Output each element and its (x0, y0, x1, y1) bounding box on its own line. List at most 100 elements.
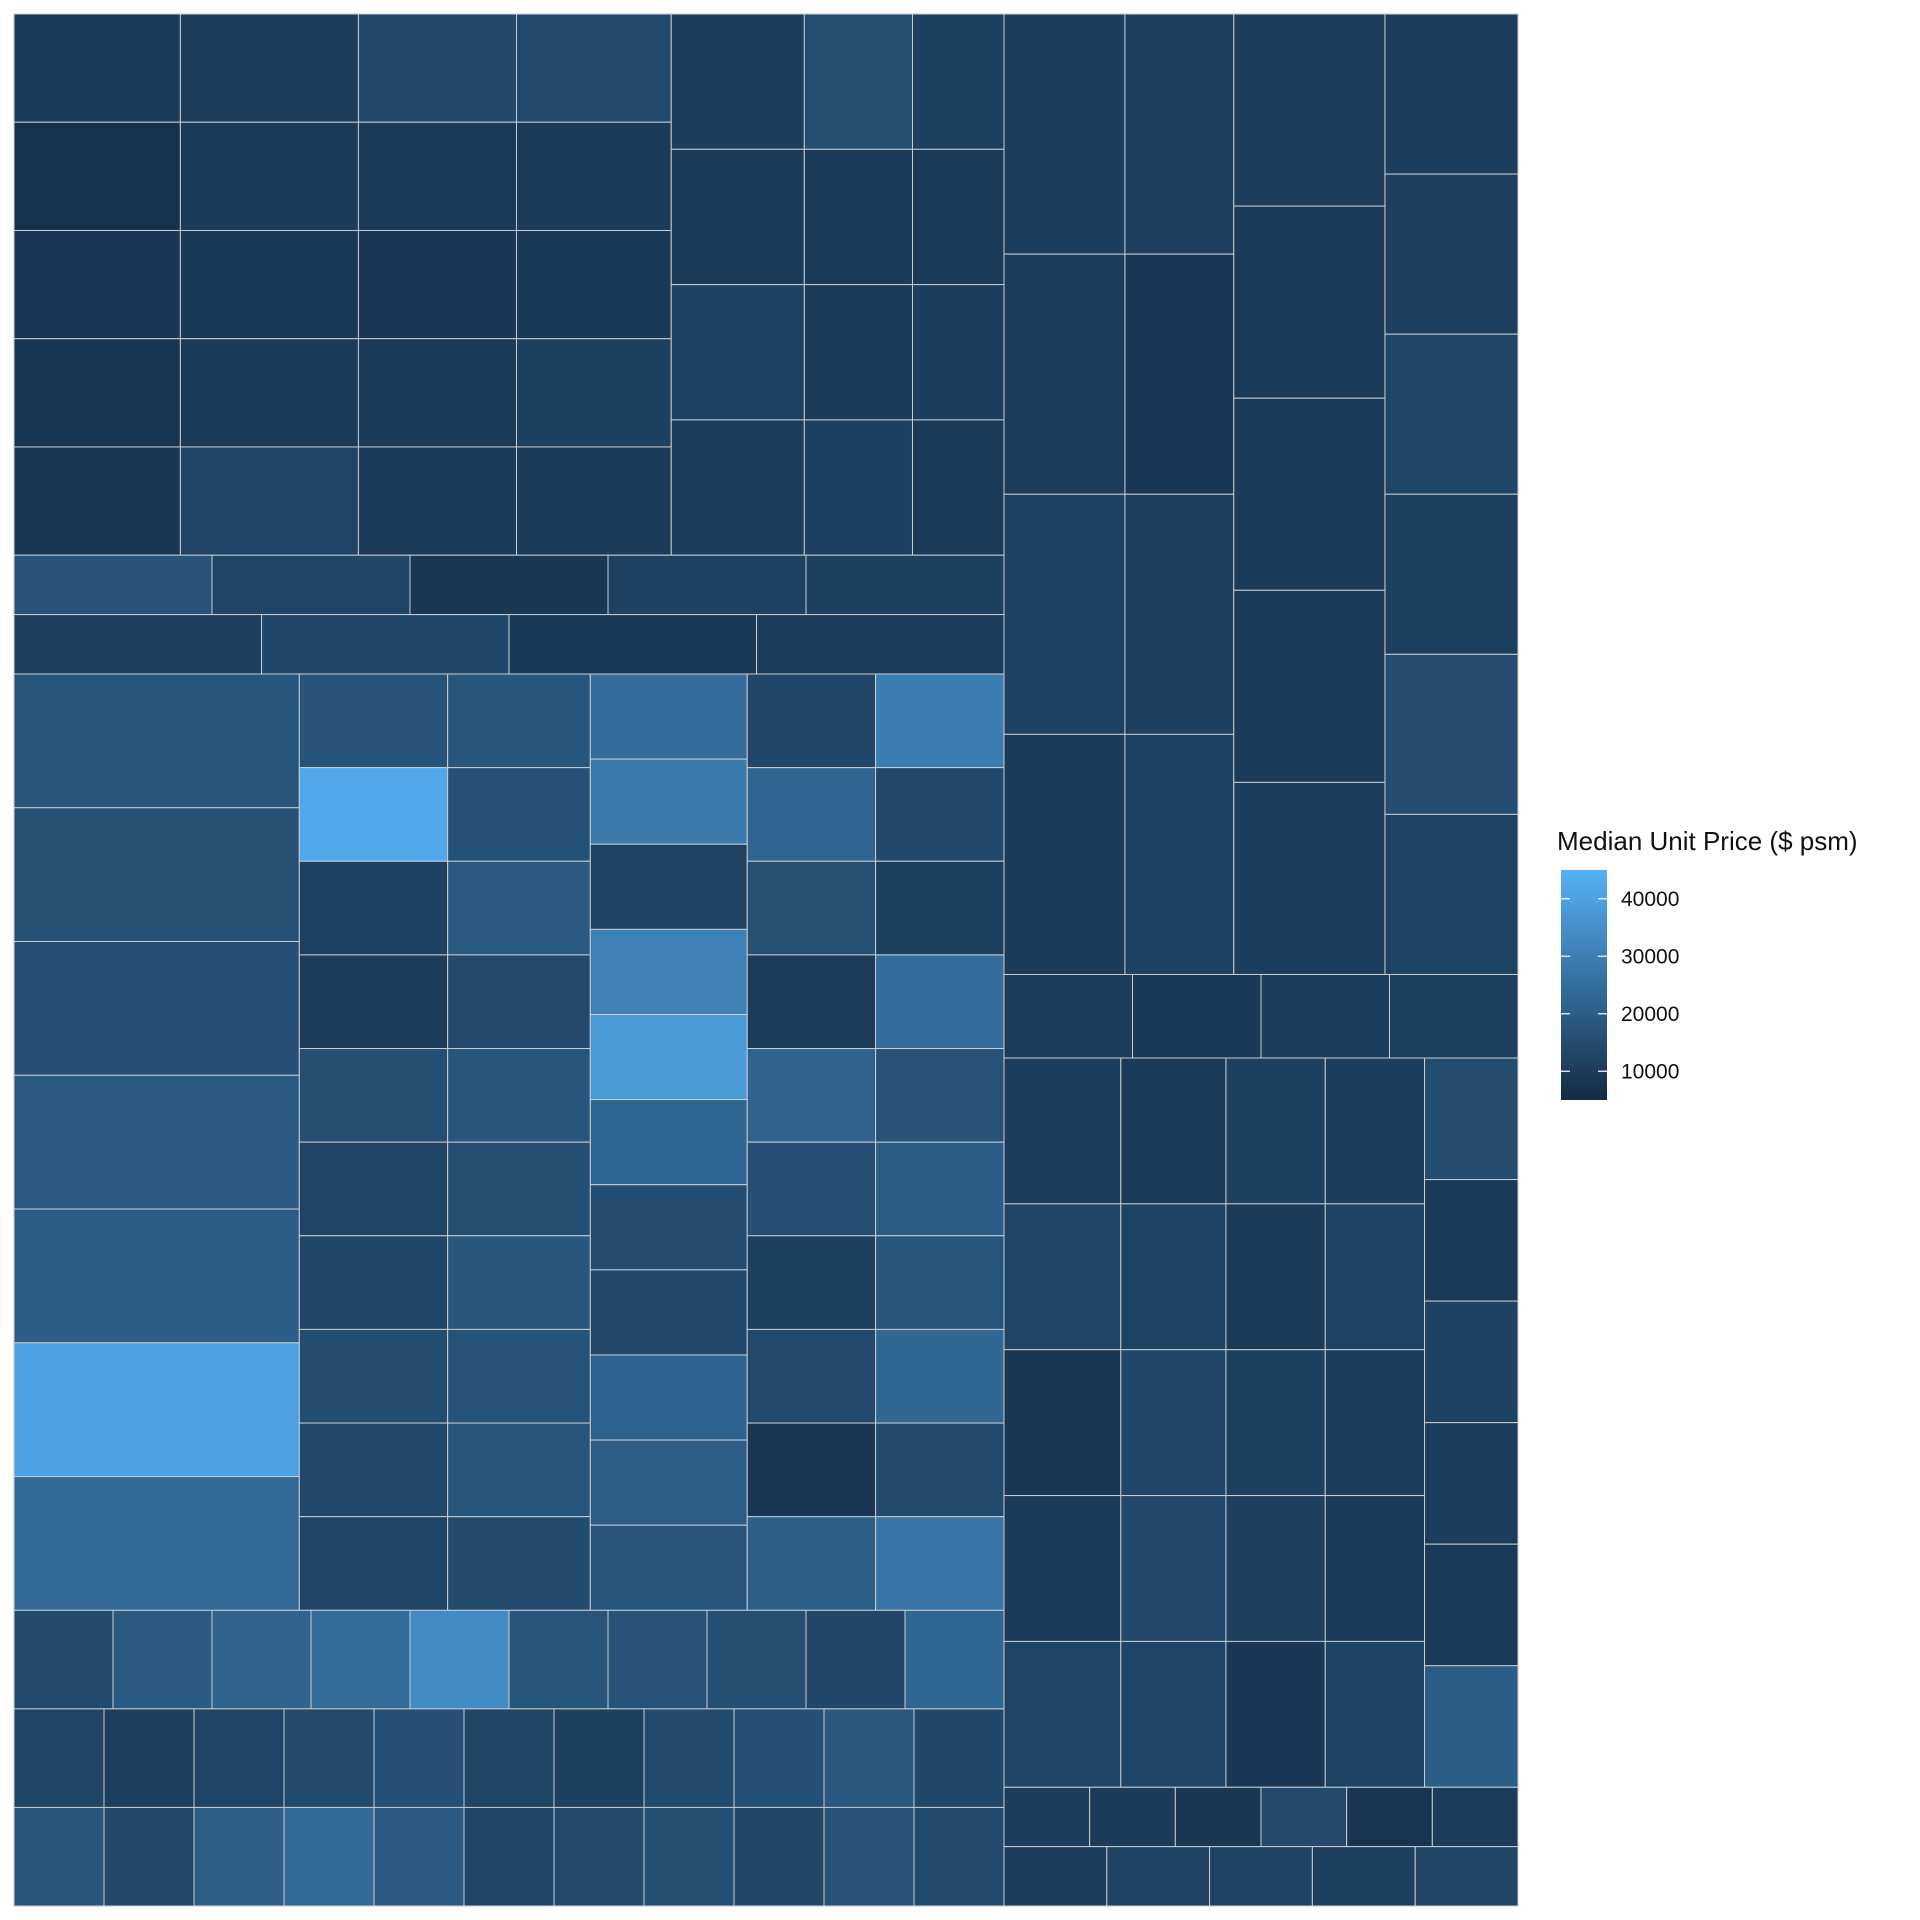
treemap-tile (1120, 1640, 1227, 1788)
treemap-tile (298, 767, 449, 862)
treemap-tile (357, 229, 517, 340)
treemap-tile (1384, 653, 1519, 815)
treemap-tile (803, 148, 913, 286)
treemap-tile (103, 1708, 195, 1808)
treemap-tile (746, 673, 877, 769)
treemap-tile (1209, 1846, 1313, 1907)
treemap-tile (1106, 1846, 1211, 1907)
treemap-tile (1324, 1495, 1426, 1642)
treemap-tile (298, 1422, 449, 1518)
treemap-tile (1225, 1495, 1326, 1642)
treemap-tile (261, 614, 510, 675)
treemap-tile (643, 1708, 735, 1808)
treemap-tile (1003, 493, 1126, 735)
treemap-tile (875, 767, 1005, 862)
treemap-tile (13, 673, 300, 809)
treemap-tile (283, 1708, 375, 1808)
treemap-tile (1384, 13, 1519, 175)
treemap-tile (1120, 1203, 1227, 1351)
treemap-tile (357, 446, 517, 556)
treemap-tile (911, 419, 1005, 556)
treemap-tile (1003, 253, 1126, 495)
treemap-tile (211, 554, 411, 616)
treemap-tile (515, 229, 672, 340)
treemap-tile (1260, 973, 1390, 1059)
treemap-tile (1124, 493, 1235, 735)
treemap-tile (1003, 1640, 1122, 1788)
treemap-tile (746, 767, 877, 862)
legend-tick-label: 40000 (1621, 888, 1679, 911)
treemap-tile (447, 767, 591, 862)
treemap-tile (589, 1439, 748, 1526)
treemap-tile (13, 1208, 300, 1344)
treemap-tile (875, 1328, 1005, 1424)
treemap-tile (875, 1422, 1005, 1518)
treemap-tile (1311, 1846, 1416, 1907)
treemap-tile (875, 860, 1005, 956)
treemap-tile (913, 1806, 1005, 1907)
treemap-tile (589, 1354, 748, 1441)
legend-colorbar (1561, 870, 1607, 1100)
treemap-tile (447, 1235, 591, 1330)
treemap-tile (746, 1235, 877, 1330)
treemap-tile (13, 554, 213, 616)
treemap-tile (13, 1609, 114, 1710)
treemap-tile (670, 419, 805, 556)
treemap-tile (670, 284, 805, 421)
treemap-tile (298, 673, 449, 769)
treemap-tile (447, 860, 591, 956)
treemap-tile (13, 1342, 300, 1478)
treemap-tile (746, 954, 877, 1050)
treemap-tile (1424, 1179, 1519, 1302)
treemap-tile (1324, 1057, 1426, 1205)
treemap-tile (310, 1609, 411, 1710)
treemap-tile (13, 941, 300, 1076)
treemap-tile (298, 1235, 449, 1330)
treemap-tile (911, 148, 1005, 286)
treemap-tile (746, 1141, 877, 1237)
treemap-tile (13, 1476, 300, 1611)
treemap-tile (746, 1048, 877, 1143)
treemap-tile (13, 446, 181, 556)
treemap-tile (1120, 1349, 1227, 1497)
treemap-tile (13, 338, 181, 448)
treemap-tile (643, 1806, 735, 1907)
treemap-tile (515, 13, 672, 123)
treemap-tile (875, 673, 1005, 769)
treemap-tile (607, 554, 807, 616)
treemap-tile (1233, 397, 1386, 591)
treemap-tile (1233, 13, 1386, 207)
treemap-tile (733, 1708, 825, 1808)
legend-ticks: 40000 30000 20000 10000 (1561, 888, 1679, 1083)
treemap-tile (515, 121, 672, 231)
treemap-tile (706, 1609, 807, 1710)
treemap-tile (179, 338, 359, 448)
treemap-tile (1324, 1203, 1426, 1351)
treemap-tile (373, 1806, 465, 1907)
treemap-tile (1225, 1057, 1326, 1205)
treemap-tile (589, 1013, 748, 1101)
treemap-tile (13, 614, 262, 675)
treemap-tile (1120, 1495, 1227, 1642)
treemap-tile (298, 1141, 449, 1237)
treemap-tile (373, 1708, 465, 1808)
treemap-tile (746, 860, 877, 956)
treemap-tile (1089, 1786, 1176, 1848)
treemap-tile (875, 1048, 1005, 1143)
treemap-tile (904, 1609, 1005, 1710)
treemap-tile (1260, 1786, 1348, 1848)
treemap-tile (756, 614, 1005, 675)
treemap-tile (1003, 1786, 1091, 1848)
treemap-tile (447, 673, 591, 769)
treemap-tile (179, 446, 359, 556)
treemap-tile (179, 13, 359, 123)
treemap-tile (589, 758, 748, 845)
treemap-tile (447, 1422, 591, 1518)
treemap-tile (193, 1708, 285, 1808)
treemap-tile (13, 13, 181, 123)
treemap-tile (553, 1806, 645, 1907)
treemap-tile (463, 1708, 555, 1808)
treemap-tile (447, 954, 591, 1050)
treemap-tile (589, 1269, 748, 1356)
